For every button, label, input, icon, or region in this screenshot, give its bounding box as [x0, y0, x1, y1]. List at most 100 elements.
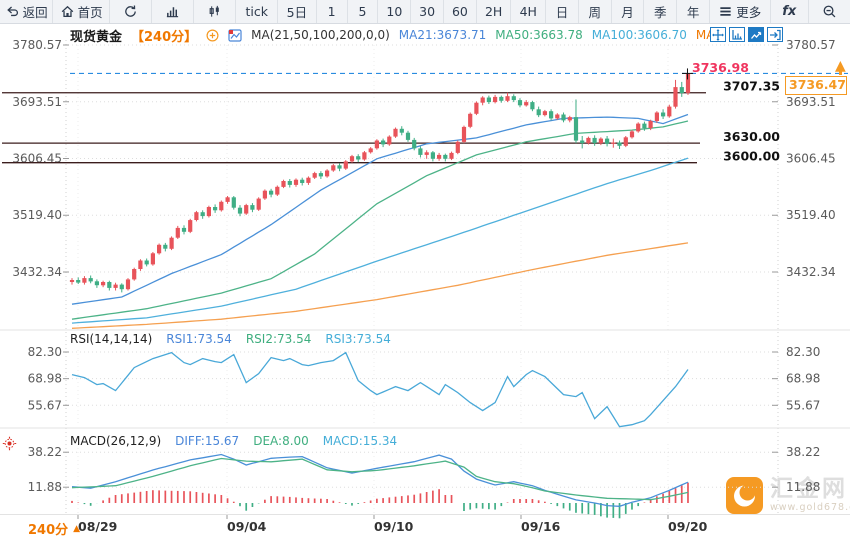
x-axis-date-label: 09/10	[374, 519, 414, 534]
x-axis-date-label: 08/29	[78, 519, 117, 534]
rsi1-value: RSI1:73.54	[166, 332, 232, 346]
y-axis-label-right: 3432.34	[786, 265, 836, 279]
toolbar-item-interval-quarter[interactable]: 季	[644, 0, 678, 23]
y-axis-label-right: 3780.57	[786, 38, 836, 52]
toolbar-item-interval-week[interactable]: 周	[579, 0, 612, 23]
toolbar-item-label: 2H	[484, 4, 503, 19]
y-axis-label-left: 3780.57	[12, 38, 62, 52]
toolbar-item-interval-tick[interactable]: tick	[236, 0, 279, 23]
toolbar-item-label: 年	[686, 5, 700, 20]
macd-value: MACD:15.34	[322, 434, 398, 448]
toolbar-item-label: fx	[782, 4, 797, 19]
toolbar-item-fx[interactable]: fx	[771, 0, 809, 23]
chart-frame-icon[interactable]	[729, 27, 745, 42]
ma50-line	[71, 120, 689, 320]
ma100-value: MA100:3606.70	[591, 28, 687, 42]
session-high-label: 3736.98	[692, 60, 749, 75]
toolbar-item-bar-chart[interactable]	[152, 0, 195, 23]
zoom-out-icon	[822, 4, 837, 19]
toolbar-item-interval-day[interactable]: 日	[546, 0, 579, 23]
diff-value: DIFF:15.67	[175, 434, 240, 448]
macd-histogram	[71, 482, 689, 519]
y-axis-label-right: 68.98	[786, 372, 820, 386]
y-axis-label-left: 11.88	[28, 480, 62, 494]
macd-dea-line	[71, 457, 689, 501]
chart-scale-icon[interactable]	[748, 27, 764, 42]
price-level-label: 3600.00	[723, 149, 780, 164]
rsi-header: RSI(14,14,14) RSI1:73.54 RSI2:73.54 RSI3…	[70, 332, 391, 346]
y-axis-label-right: 11.88	[786, 480, 820, 494]
toolbar-item-label: 30	[419, 4, 436, 19]
y-axis-label-right: 3693.51	[786, 95, 836, 109]
rsi-line	[71, 351, 689, 428]
crosshair-move-icon[interactable]	[710, 27, 726, 42]
y-axis-label-left: 55.67	[28, 398, 62, 412]
price-level-label: 3630.00	[723, 129, 780, 144]
rsi-title[interactable]: RSI(14,14,14)	[70, 332, 153, 346]
toolbar-item-label: 5	[358, 4, 367, 19]
ma50-value: MA50:3663.78	[495, 28, 583, 42]
toolbar-item-interval-2h[interactable]: 2H	[477, 0, 512, 23]
period-selector-label: 240分	[28, 523, 69, 537]
toolbar-item-more[interactable]: 更多	[710, 0, 771, 23]
y-axis-label-left: 82.30	[28, 345, 62, 359]
toolbar-item-interval-1[interactable]: 1	[317, 0, 348, 23]
toolbar-item-zoom-out[interactable]	[809, 0, 850, 23]
indicator-settings-icon[interactable]	[2, 436, 17, 451]
toolbar-item-interval-year[interactable]: 年	[677, 0, 710, 23]
home-icon	[60, 4, 75, 19]
add-indicator-icon[interactable]	[206, 28, 219, 42]
price-level-label: 3707.35	[723, 79, 780, 94]
y-axis-label-right: 3606.45	[786, 152, 836, 166]
toolbar-item-interval-10[interactable]: 10	[378, 0, 412, 23]
toolbar-item-label: 60	[451, 4, 468, 19]
macd-title[interactable]: MACD(26,12,9)	[70, 434, 162, 448]
watermark-text: 汇金网 www.gold678.com	[770, 477, 850, 513]
ma-chart-icon[interactable]	[228, 28, 242, 42]
toolbar-item-label: 月	[621, 5, 634, 20]
y-axis-label-left: 3606.45	[12, 152, 62, 166]
x-axis-date-label: 09/16	[521, 519, 561, 534]
toolbar-item-home[interactable]: 首页	[53, 0, 111, 23]
period-selector[interactable]: 240分 ▲	[28, 519, 80, 537]
back-icon	[5, 4, 20, 19]
toolbar: 返回 首页 tick 5日 1 5 10 30 60 2H 4H 日 周 月 季 年 更多 fx	[0, 0, 850, 24]
toolbar-item-interval-60[interactable]: 60	[444, 0, 477, 23]
last-price-tag: 3736.47	[785, 76, 847, 95]
y-axis-label-left: 3693.51	[12, 95, 62, 109]
exit-right-icon[interactable]	[767, 27, 783, 42]
toolbar-item-candle-chart[interactable]	[194, 0, 237, 23]
period-badge: 【240分】	[131, 29, 198, 45]
toolbar-item-interval-5d[interactable]: 5日	[278, 0, 317, 23]
chart-header: 现货黄金 【240分】 MA(21,50,100,200,0,0) MA21:3…	[70, 27, 722, 45]
toolbar-item-back[interactable]: 返回	[0, 0, 54, 23]
y-axis-label-right: 3519.40	[786, 208, 836, 222]
rsi3-value: RSI3:73.54	[325, 332, 391, 346]
rsi2-value: RSI2:73.54	[245, 332, 312, 346]
y-axis-label-right: 82.30	[786, 345, 820, 359]
triangle-up-icon: ▲	[73, 523, 81, 534]
toolbar-item-label: 季	[654, 5, 667, 20]
site-name: 汇金网	[770, 476, 848, 502]
ma-settings-label[interactable]: MA(21,50,100,200,0,0)	[251, 28, 390, 42]
toolbar-item-refresh[interactable]	[110, 0, 153, 23]
toolbar-item-interval-5[interactable]: 5	[348, 0, 379, 23]
toolbar-item-interval-30[interactable]: 30	[411, 0, 445, 23]
macd-header: MACD(26,12,9) DIFF:15.67 DEA:8.00 MACD:1…	[70, 434, 397, 448]
y-axis-label-right: 55.67	[786, 398, 820, 412]
symbol-name: 现货黄金	[70, 29, 123, 45]
toolbar-item-interval-4h[interactable]: 4H	[511, 0, 547, 23]
toolbar-item-label: 首页	[77, 5, 103, 20]
toolbar-item-label: 日	[555, 5, 569, 20]
toolbar-item-label: 返回	[22, 5, 48, 20]
toolbar-item-label: 1	[327, 4, 336, 19]
y-axis-label-right: 38.22	[786, 445, 820, 459]
ma100-line	[71, 157, 689, 324]
ma21-value: MA21:3673.71	[398, 28, 487, 42]
toolbar-item-label: 更多	[736, 5, 762, 20]
y-axis-label-left: 3432.34	[12, 265, 62, 279]
candles-layer	[69, 73, 691, 293]
toolbar-item-interval-month[interactable]: 月	[612, 0, 645, 23]
